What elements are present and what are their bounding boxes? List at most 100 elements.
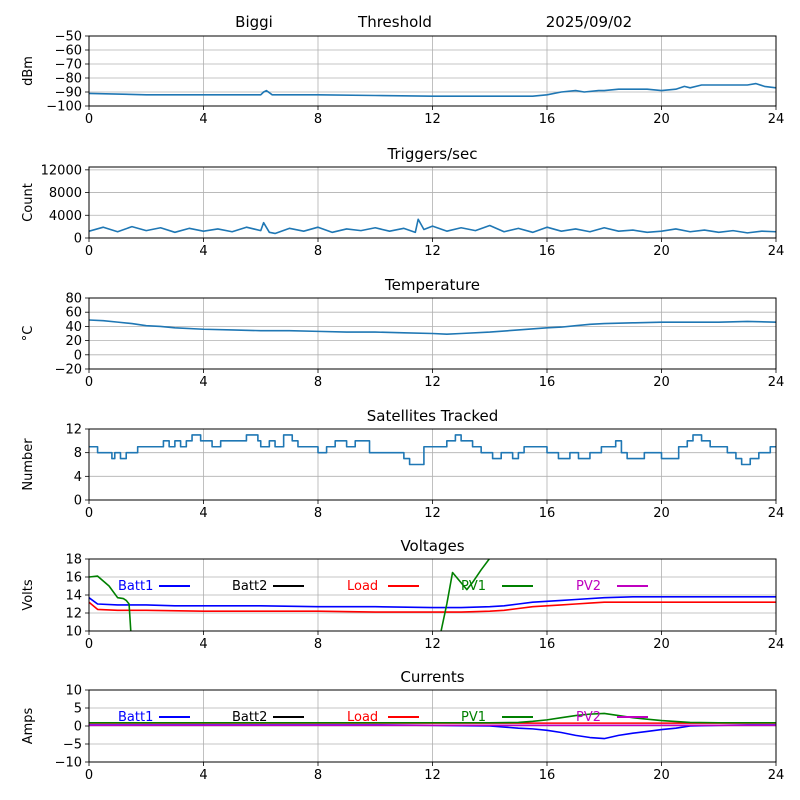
y-tick-label: −50: [55, 30, 82, 45]
header-panel: Threshold: [357, 13, 432, 31]
y-axis-label: Volts: [21, 579, 36, 611]
y-tick-label: −80: [55, 72, 82, 87]
series-line: [89, 434, 776, 466]
x-tick-label: 16: [539, 244, 556, 259]
x-tick-label: 8: [314, 506, 322, 521]
x-tick-label: 16: [539, 375, 556, 390]
x-tick-label: 4: [199, 375, 207, 390]
x-tick-label: 12: [424, 244, 441, 259]
x-tick-label: 8: [314, 112, 322, 127]
panel-title: Voltages: [400, 537, 464, 555]
y-tick-label: 10: [65, 684, 82, 699]
y-tick-label: −70: [55, 58, 82, 73]
y-tick-label: −20: [55, 363, 82, 378]
x-tick-label: 4: [199, 637, 207, 652]
series-line-pv1: [89, 559, 491, 631]
y-tick-label: 4000: [49, 209, 82, 224]
x-tick-label: 8: [314, 375, 322, 390]
y-tick-label: 60: [65, 306, 82, 321]
x-tick-label: 20: [653, 506, 670, 521]
x-tick-label: 0: [85, 637, 93, 652]
y-tick-label: −100: [46, 100, 82, 115]
y-tick-label: −10: [55, 756, 82, 771]
series-line-pv1: [89, 712, 776, 724]
x-tick-label: 4: [199, 506, 207, 521]
y-tick-label: 12: [65, 607, 82, 622]
chart-panel-4: 0 4 8 12 16 20 24 0 4 8 12 Satellites Tracked Number: [21, 407, 784, 521]
x-tick-label: 16: [539, 637, 556, 652]
series-line: [89, 319, 776, 336]
x-tick-label: 0: [85, 506, 93, 521]
header-date: 2025/09/02: [546, 13, 632, 31]
x-tick-label: 20: [653, 637, 670, 652]
panel-title: Triggers/sec: [387, 145, 478, 163]
legend-label: Batt2: [232, 579, 267, 594]
y-tick-label: 14: [65, 589, 82, 604]
y-tick-label: 8000: [49, 186, 82, 201]
y-tick-label: 18: [65, 553, 82, 568]
x-tick-label: 8: [314, 637, 322, 652]
x-tick-label: 24: [768, 768, 785, 783]
x-tick-label: 20: [653, 768, 670, 783]
y-tick-label: 40: [65, 320, 82, 335]
x-tick-label: 4: [199, 768, 207, 783]
legend-label: PV1: [461, 579, 486, 594]
x-tick-label: 20: [653, 375, 670, 390]
x-tick-label: 24: [768, 637, 785, 652]
y-tick-label: −5: [63, 738, 82, 753]
panel-title: Currents: [400, 668, 464, 686]
y-axis-label: °C: [21, 326, 36, 342]
y-tick-label: 0: [74, 494, 82, 509]
series-line: [89, 82, 776, 97]
x-tick-label: 8: [314, 244, 322, 259]
y-tick-label: 16: [65, 571, 82, 586]
header-station: Biggi: [235, 13, 273, 31]
x-tick-label: 20: [653, 112, 670, 127]
y-tick-label: 0: [74, 720, 82, 735]
x-tick-label: 8: [314, 768, 322, 783]
panel-title: Satellites Tracked: [367, 407, 498, 425]
x-tick-label: 12: [424, 112, 441, 127]
legend-label: Load: [347, 710, 378, 725]
x-tick-label: 20: [653, 244, 670, 259]
y-axis-label: Number: [21, 438, 36, 491]
x-tick-label: 0: [85, 112, 93, 127]
y-axis-label: Amps: [21, 707, 36, 744]
chart-panel-1: 0 4 8 12 16 20 24 −100−90−80−70−60−50 dBm: [21, 30, 784, 128]
x-tick-label: 4: [199, 112, 207, 127]
y-axis-label: dBm: [21, 56, 36, 86]
legend-label: PV2: [576, 579, 601, 594]
y-tick-label: −90: [55, 86, 82, 101]
y-tick-label: 4: [74, 470, 82, 485]
x-tick-label: 12: [424, 637, 441, 652]
y-tick-label: 10: [65, 625, 82, 640]
x-tick-label: 12: [424, 375, 441, 390]
x-tick-label: 24: [768, 506, 785, 521]
y-tick-label: 20: [65, 334, 82, 349]
x-tick-label: 16: [539, 768, 556, 783]
series-line-batt1: [89, 596, 776, 609]
x-tick-label: 24: [768, 112, 785, 127]
legend-label: Batt2: [232, 710, 267, 725]
y-tick-label: 0: [74, 232, 82, 247]
x-tick-label: 12: [424, 768, 441, 783]
series-line: [89, 218, 776, 235]
y-tick-label: −60: [55, 44, 82, 59]
y-tick-label: 0: [74, 348, 82, 363]
legend-label: Load: [347, 579, 378, 594]
chart-panel-2: 0 4 8 12 16 20 24 0 4000 8000 12000 Triggers/sec Cou…: [21, 145, 784, 259]
legend-label: PV2: [576, 710, 601, 725]
legend-label: PV1: [461, 710, 486, 725]
y-axis-label: Count: [21, 183, 36, 222]
x-tick-label: 4: [199, 244, 207, 259]
x-tick-label: 24: [768, 244, 785, 259]
x-tick-label: 12: [424, 506, 441, 521]
panel-title: Temperature: [384, 276, 480, 294]
series-line-load: [89, 601, 776, 613]
x-tick-label: 0: [85, 375, 93, 390]
y-tick-label: 12000: [41, 163, 82, 178]
x-tick-label: 0: [85, 244, 93, 259]
